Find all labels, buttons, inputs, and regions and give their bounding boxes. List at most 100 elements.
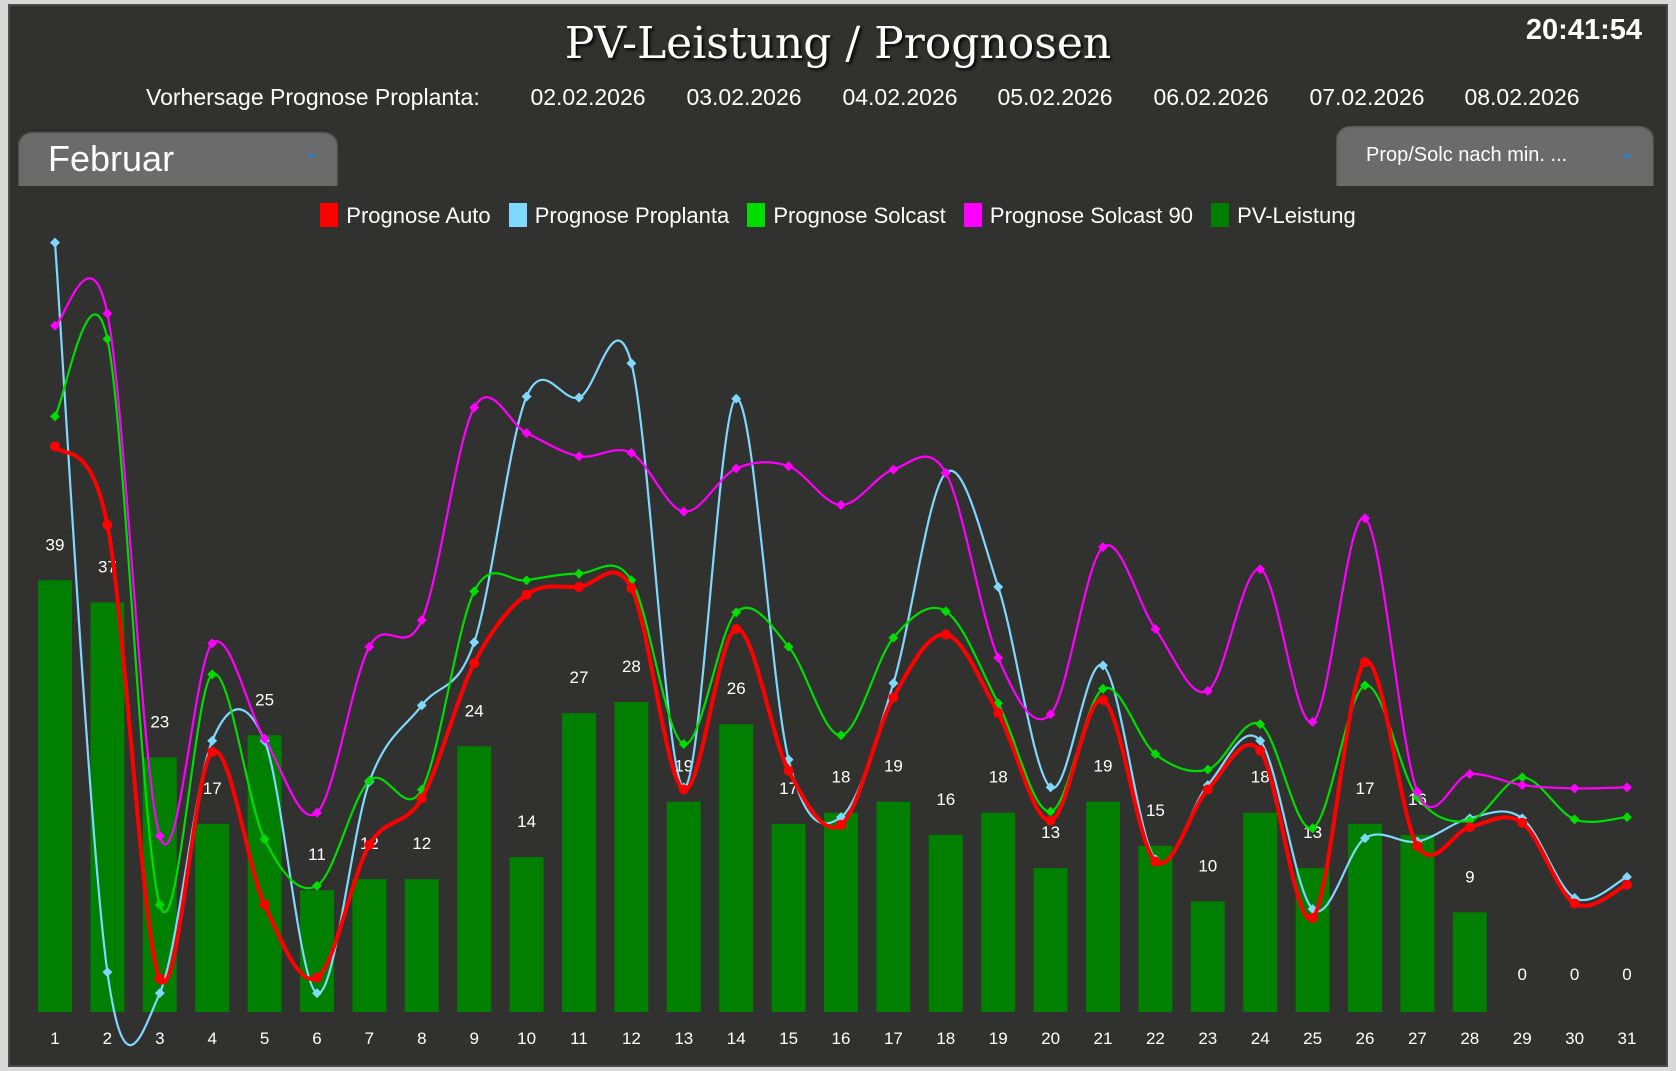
bar [404,879,439,1012]
data-point [312,972,322,983]
data-point [154,988,165,999]
data-point [783,641,794,652]
data-point [154,899,165,910]
bar [981,812,1016,1012]
bar [352,879,387,1012]
data-point [1098,542,1108,553]
legend-item-prognose-proplanta[interactable]: Prognose Proplanta [508,203,730,229]
chart-legend: Prognose Auto Prognose Proplanta Prognos… [0,202,1676,229]
data-point [259,733,270,744]
x-tick-label: 16 [832,1029,851,1048]
bar [1400,834,1435,1012]
mode-select[interactable]: Prop/Solc nach min. ... [1336,124,1654,186]
data-point [678,739,689,750]
data-point [207,638,218,649]
data-point [1569,783,1580,794]
data-point [993,581,1004,592]
data-point [836,819,846,830]
x-tick-label: 28 [1460,1029,1479,1048]
x-tick-label: 1 [50,1029,59,1048]
x-tick-label: 20 [1041,1029,1060,1048]
data-label: 28 [622,657,641,676]
data-point [521,589,532,600]
data-label: 26 [727,679,746,698]
data-point [836,500,846,510]
data-point [102,519,113,530]
data-point [1569,814,1580,825]
bar [876,801,911,1012]
data-point [993,652,1004,663]
data-label: 19 [1094,757,1113,776]
data-label: 12 [412,834,431,853]
bar [1452,912,1487,1012]
forecast-date: 04.02.2026 [842,84,958,110]
data-point [1255,719,1266,730]
data-point [416,700,427,711]
data-point [364,641,375,652]
x-tick-label: 11 [570,1029,588,1048]
bar [1295,868,1330,1012]
month-select[interactable]: Februar [18,130,338,186]
legend-item-prognose-solcast[interactable]: Prognose Solcast [747,203,946,229]
month-select-value: Februar [48,138,175,179]
data-point [416,615,427,626]
data-point [469,402,480,413]
data-point [1045,806,1056,817]
data-point [888,632,899,643]
page-title: PV-Leistung / Prognosen [564,18,1112,69]
x-tick-label: 22 [1146,1029,1165,1048]
data-label: 18 [832,768,851,787]
bar [562,713,596,1012]
data-point [1622,871,1632,882]
data-label: 11 [308,845,326,864]
legend-label: Prognose Solcast [773,203,946,229]
data-point [312,988,322,999]
forecast-date: 06.02.2026 [1153,84,1269,110]
data-point [626,448,637,458]
x-tick-label: 14 [727,1029,746,1048]
x-tick-label: 21 [1094,1029,1113,1048]
data-point [521,428,532,438]
data-point [1622,879,1632,890]
data-point [416,793,427,804]
x-tick-label: 26 [1356,1029,1375,1048]
data-label: 24 [465,701,484,720]
bar [928,834,963,1012]
x-tick-label: 6 [312,1029,321,1048]
data-point [1622,812,1632,823]
legend-item-pv-leistung[interactable]: PV-Leistung [1211,203,1356,229]
data-point [993,708,1004,719]
data-point [469,658,480,669]
data-point [469,586,480,597]
x-tick-label: 12 [622,1029,641,1048]
data-label: 16 [936,790,955,809]
bar [1190,901,1225,1012]
data-point [469,637,480,648]
data-point [678,506,689,517]
x-tick-label: 9 [469,1029,478,1048]
bar [38,580,72,1012]
data-point [1045,782,1056,793]
data-label: 13 [1041,823,1060,842]
data-point [1307,717,1318,727]
legend-swatch [1211,203,1230,228]
data-label: 18 [989,768,1008,787]
series-line [54,313,1628,914]
data-point [1517,780,1528,791]
data-point [1464,822,1475,833]
legend-label: Prognose Proplanta [534,203,730,229]
data-point [783,765,794,776]
data-label: 23 [150,712,169,731]
data-point [574,568,584,579]
data-point [940,606,951,617]
legend-item-prognose-solcast-90[interactable]: Prognose Solcast 90 [963,203,1193,229]
data-point [731,393,742,404]
data-point [626,583,637,594]
data-point [154,831,165,841]
data-point [259,899,270,910]
data-point [1569,898,1580,909]
data-point [783,461,794,472]
legend-item-prognose-auto[interactable]: Prognose Auto [320,203,491,229]
legend-label: Prognose Auto [346,203,491,229]
